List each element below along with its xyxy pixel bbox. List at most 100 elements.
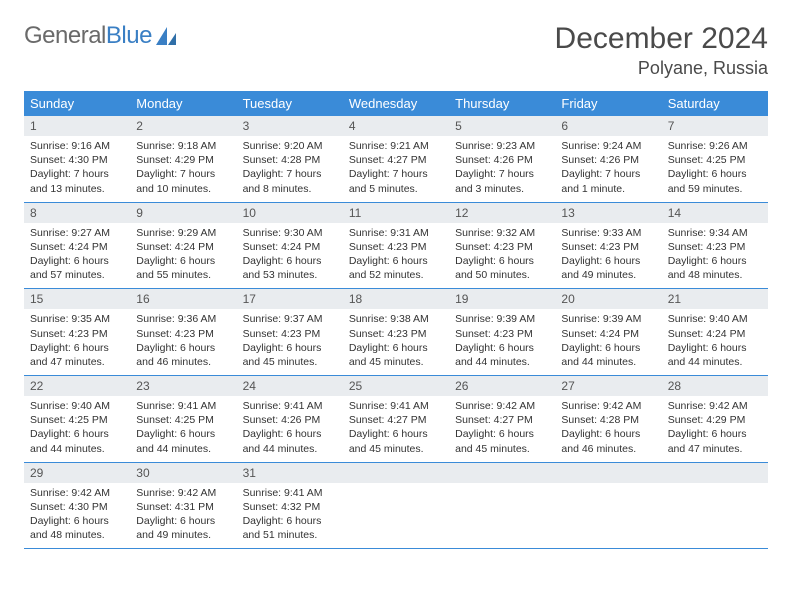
day-details: Sunrise: 9:20 AMSunset: 4:28 PMDaylight:… bbox=[237, 136, 343, 202]
day-details: Sunrise: 9:27 AMSunset: 4:24 PMDaylight:… bbox=[24, 223, 130, 289]
calendar-day: 26Sunrise: 9:42 AMSunset: 4:27 PMDayligh… bbox=[449, 376, 555, 463]
day-number: 5 bbox=[449, 116, 555, 136]
sail-icon bbox=[154, 25, 180, 47]
calendar-day: 28Sunrise: 9:42 AMSunset: 4:29 PMDayligh… bbox=[662, 376, 768, 463]
day-details: Sunrise: 9:42 AMSunset: 4:31 PMDaylight:… bbox=[130, 483, 236, 549]
weekday-header: Wednesday bbox=[343, 91, 449, 116]
brand-logo: GeneralBlue bbox=[24, 22, 180, 50]
day-number bbox=[555, 463, 661, 483]
calendar-day: 27Sunrise: 9:42 AMSunset: 4:28 PMDayligh… bbox=[555, 376, 661, 463]
day-number: 28 bbox=[662, 376, 768, 396]
day-details: Sunrise: 9:26 AMSunset: 4:25 PMDaylight:… bbox=[662, 136, 768, 202]
day-details: Sunrise: 9:42 AMSunset: 4:27 PMDaylight:… bbox=[449, 396, 555, 462]
calendar-day: 13Sunrise: 9:33 AMSunset: 4:23 PMDayligh… bbox=[555, 202, 661, 289]
day-number: 6 bbox=[555, 116, 661, 136]
weekday-header: Friday bbox=[555, 91, 661, 116]
calendar-day bbox=[449, 462, 555, 549]
weekday-header: Tuesday bbox=[237, 91, 343, 116]
weekday-header: Saturday bbox=[662, 91, 768, 116]
day-number: 4 bbox=[343, 116, 449, 136]
day-details: Sunrise: 9:39 AMSunset: 4:23 PMDaylight:… bbox=[449, 309, 555, 375]
calendar-head: SundayMondayTuesdayWednesdayThursdayFrid… bbox=[24, 91, 768, 116]
day-details bbox=[449, 483, 555, 541]
calendar-day: 4Sunrise: 9:21 AMSunset: 4:27 PMDaylight… bbox=[343, 116, 449, 202]
day-number: 31 bbox=[237, 463, 343, 483]
calendar-day: 12Sunrise: 9:32 AMSunset: 4:23 PMDayligh… bbox=[449, 202, 555, 289]
day-number: 24 bbox=[237, 376, 343, 396]
day-number: 7 bbox=[662, 116, 768, 136]
day-number bbox=[449, 463, 555, 483]
day-details: Sunrise: 9:36 AMSunset: 4:23 PMDaylight:… bbox=[130, 309, 236, 375]
day-number: 20 bbox=[555, 289, 661, 309]
day-number bbox=[343, 463, 449, 483]
calendar-day: 21Sunrise: 9:40 AMSunset: 4:24 PMDayligh… bbox=[662, 289, 768, 376]
header: GeneralBlue December 2024 Polyane, Russi… bbox=[24, 22, 768, 79]
brand-part1: General bbox=[24, 22, 106, 50]
day-number: 27 bbox=[555, 376, 661, 396]
day-details: Sunrise: 9:41 AMSunset: 4:26 PMDaylight:… bbox=[237, 396, 343, 462]
day-number: 30 bbox=[130, 463, 236, 483]
day-number: 14 bbox=[662, 203, 768, 223]
day-details bbox=[343, 483, 449, 541]
day-number: 15 bbox=[24, 289, 130, 309]
day-number: 10 bbox=[237, 203, 343, 223]
brand-part2: Blue bbox=[106, 22, 152, 50]
calendar-table: SundayMondayTuesdayWednesdayThursdayFrid… bbox=[24, 91, 768, 549]
calendar-day: 2Sunrise: 9:18 AMSunset: 4:29 PMDaylight… bbox=[130, 116, 236, 202]
day-details: Sunrise: 9:21 AMSunset: 4:27 PMDaylight:… bbox=[343, 136, 449, 202]
calendar-day: 24Sunrise: 9:41 AMSunset: 4:26 PMDayligh… bbox=[237, 376, 343, 463]
day-details: Sunrise: 9:41 AMSunset: 4:25 PMDaylight:… bbox=[130, 396, 236, 462]
day-number: 8 bbox=[24, 203, 130, 223]
calendar-day: 30Sunrise: 9:42 AMSunset: 4:31 PMDayligh… bbox=[130, 462, 236, 549]
calendar-day: 25Sunrise: 9:41 AMSunset: 4:27 PMDayligh… bbox=[343, 376, 449, 463]
calendar-week: 1Sunrise: 9:16 AMSunset: 4:30 PMDaylight… bbox=[24, 116, 768, 202]
day-number bbox=[662, 463, 768, 483]
calendar-day: 8Sunrise: 9:27 AMSunset: 4:24 PMDaylight… bbox=[24, 202, 130, 289]
calendar-week: 8Sunrise: 9:27 AMSunset: 4:24 PMDaylight… bbox=[24, 202, 768, 289]
day-number: 12 bbox=[449, 203, 555, 223]
day-number: 19 bbox=[449, 289, 555, 309]
calendar-day: 20Sunrise: 9:39 AMSunset: 4:24 PMDayligh… bbox=[555, 289, 661, 376]
calendar-day: 18Sunrise: 9:38 AMSunset: 4:23 PMDayligh… bbox=[343, 289, 449, 376]
day-number: 29 bbox=[24, 463, 130, 483]
calendar-body: 1Sunrise: 9:16 AMSunset: 4:30 PMDaylight… bbox=[24, 116, 768, 549]
day-details: Sunrise: 9:40 AMSunset: 4:24 PMDaylight:… bbox=[662, 309, 768, 375]
day-details: Sunrise: 9:30 AMSunset: 4:24 PMDaylight:… bbox=[237, 223, 343, 289]
day-details: Sunrise: 9:29 AMSunset: 4:24 PMDaylight:… bbox=[130, 223, 236, 289]
title-block: December 2024 Polyane, Russia bbox=[555, 22, 768, 79]
weekday-header: Monday bbox=[130, 91, 236, 116]
calendar-day: 29Sunrise: 9:42 AMSunset: 4:30 PMDayligh… bbox=[24, 462, 130, 549]
calendar-day: 15Sunrise: 9:35 AMSunset: 4:23 PMDayligh… bbox=[24, 289, 130, 376]
day-details: Sunrise: 9:34 AMSunset: 4:23 PMDaylight:… bbox=[662, 223, 768, 289]
day-number: 21 bbox=[662, 289, 768, 309]
weekday-header: Sunday bbox=[24, 91, 130, 116]
day-details: Sunrise: 9:18 AMSunset: 4:29 PMDaylight:… bbox=[130, 136, 236, 202]
calendar-day: 3Sunrise: 9:20 AMSunset: 4:28 PMDaylight… bbox=[237, 116, 343, 202]
day-number: 13 bbox=[555, 203, 661, 223]
calendar-day: 6Sunrise: 9:24 AMSunset: 4:26 PMDaylight… bbox=[555, 116, 661, 202]
calendar-day: 31Sunrise: 9:41 AMSunset: 4:32 PMDayligh… bbox=[237, 462, 343, 549]
calendar-week: 15Sunrise: 9:35 AMSunset: 4:23 PMDayligh… bbox=[24, 289, 768, 376]
day-number: 25 bbox=[343, 376, 449, 396]
day-number: 11 bbox=[343, 203, 449, 223]
day-number: 1 bbox=[24, 116, 130, 136]
calendar-week: 22Sunrise: 9:40 AMSunset: 4:25 PMDayligh… bbox=[24, 376, 768, 463]
day-details: Sunrise: 9:37 AMSunset: 4:23 PMDaylight:… bbox=[237, 309, 343, 375]
page-title: December 2024 bbox=[555, 22, 768, 56]
day-details: Sunrise: 9:42 AMSunset: 4:29 PMDaylight:… bbox=[662, 396, 768, 462]
day-details: Sunrise: 9:32 AMSunset: 4:23 PMDaylight:… bbox=[449, 223, 555, 289]
day-details: Sunrise: 9:35 AMSunset: 4:23 PMDaylight:… bbox=[24, 309, 130, 375]
day-number: 2 bbox=[130, 116, 236, 136]
day-number: 23 bbox=[130, 376, 236, 396]
day-details bbox=[555, 483, 661, 541]
calendar-day: 5Sunrise: 9:23 AMSunset: 4:26 PMDaylight… bbox=[449, 116, 555, 202]
day-number: 18 bbox=[343, 289, 449, 309]
day-number: 22 bbox=[24, 376, 130, 396]
day-details: Sunrise: 9:38 AMSunset: 4:23 PMDaylight:… bbox=[343, 309, 449, 375]
day-details: Sunrise: 9:31 AMSunset: 4:23 PMDaylight:… bbox=[343, 223, 449, 289]
calendar-day: 1Sunrise: 9:16 AMSunset: 4:30 PMDaylight… bbox=[24, 116, 130, 202]
day-details: Sunrise: 9:16 AMSunset: 4:30 PMDaylight:… bbox=[24, 136, 130, 202]
calendar-day bbox=[555, 462, 661, 549]
day-details: Sunrise: 9:33 AMSunset: 4:23 PMDaylight:… bbox=[555, 223, 661, 289]
day-details: Sunrise: 9:41 AMSunset: 4:32 PMDaylight:… bbox=[237, 483, 343, 549]
